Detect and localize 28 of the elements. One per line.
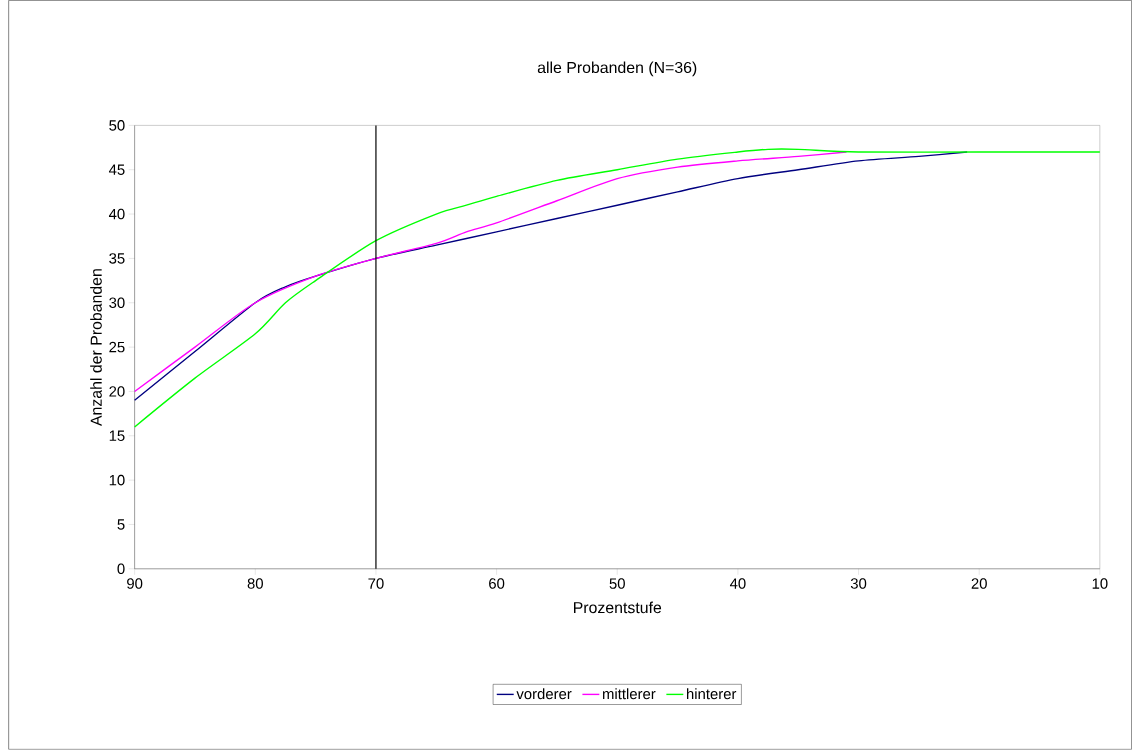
x-tick-label: 70 xyxy=(368,578,384,589)
y-axis-title: Anzahl der Probanden xyxy=(90,269,102,427)
line-series xyxy=(133,151,848,393)
x-tick-label: 50 xyxy=(609,578,625,589)
legend-label: mittlerer xyxy=(603,688,656,700)
y-tick-label: 35 xyxy=(109,253,125,264)
x-tick-label: 40 xyxy=(729,578,746,589)
x-tick-label: 90 xyxy=(127,578,143,589)
chart-title: alle Probanden (N=36) xyxy=(537,61,697,77)
x-tick-label: 80 xyxy=(247,578,263,589)
y-tick-label: 20 xyxy=(109,386,125,397)
y-tick-label: 30 xyxy=(109,297,125,309)
y-tick-label: 25 xyxy=(109,341,125,353)
y-tick-label: 5 xyxy=(117,519,125,530)
x-tick-label: 10 xyxy=(1092,578,1108,589)
y-tick-label: 45 xyxy=(108,164,125,176)
legend-label: hinterer xyxy=(687,688,737,700)
x-axis-title: Prozentstufe xyxy=(574,601,662,614)
y-tick-label: 15 xyxy=(109,430,125,442)
y-tick-label: 10 xyxy=(109,474,125,486)
legend-label: vorderer xyxy=(516,688,572,700)
y-tick-label: 0 xyxy=(117,563,125,575)
x-tick-label: 60 xyxy=(489,578,505,589)
x-tick-label: 20 xyxy=(971,578,987,589)
line-series xyxy=(133,148,1101,428)
x-tick-label: 30 xyxy=(850,578,867,589)
y-tick-label: 50 xyxy=(109,120,125,131)
y-tick-label: 40 xyxy=(108,208,125,220)
